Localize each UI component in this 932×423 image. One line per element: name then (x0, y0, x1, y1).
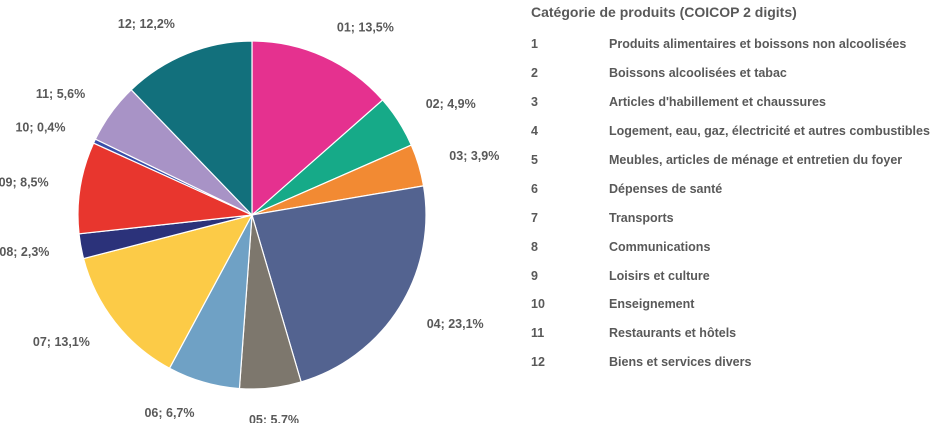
legend-rows: 1 Produits alimentaires et boissons non a… (531, 30, 930, 377)
legend-item-text: Restaurants et hôtels (609, 326, 737, 341)
legend-item: 4 Logement, eau, gaz, électricité et autr… (531, 117, 930, 146)
legend-item: 6 Dépenses de santé (531, 174, 926, 203)
legend-item-text: Logement, eau, gaz, électricité et autre… (609, 124, 930, 139)
legend-item-code: 5 (531, 153, 538, 167)
legend-item-code: 4 (531, 124, 538, 139)
legend-item-text: Boissons alcoolisées et tabac (609, 66, 787, 81)
legend: Catégorie de produits (COICOP 2 digits) … (531, 4, 930, 377)
legend-item-code: 6 (531, 181, 538, 196)
legend-item: 9 Loisirs et culture (531, 261, 926, 290)
slice-label-08: 08; 2,3% (0, 245, 49, 259)
legend-item-text: Articles d'habillement et chaussures (609, 95, 826, 110)
legend-item-text: Loisirs et culture (609, 268, 710, 283)
legend-item-code: 12 (531, 355, 545, 370)
slice-label-07: 07; 13,1% (33, 335, 90, 349)
pie-slice-09 (77, 142, 255, 235)
legend-item-code: 1 (531, 37, 538, 52)
legend-item-text: Enseignement (609, 297, 695, 312)
pie-slice-04 (251, 185, 427, 383)
slice-label-04: 04; 23,1% (427, 317, 484, 331)
legend-item-text: Dépenses de santé (609, 181, 723, 196)
legend-item-code: 8 (531, 239, 538, 254)
legend-item: 10 Enseignement (531, 290, 926, 319)
slice-label-03: 03; 3,9% (449, 149, 499, 163)
slice-label-11: 11; 5,6% (36, 87, 85, 101)
legend-item-text: Meubles, articles de ménage et entretien… (609, 153, 903, 167)
slice-label-12: 12; 12,2% (118, 17, 175, 31)
legend-item: 12 Biens et services divers (531, 348, 926, 377)
legend-item-code: 2 (531, 66, 538, 81)
legend-item-code: 11 (531, 326, 545, 341)
legend-item-text: Transports (609, 210, 674, 225)
pie-slice-01 (251, 40, 384, 217)
legend-item: 8 Communications (531, 232, 926, 261)
legend-item-code: 10 (531, 297, 545, 312)
pie-slices (77, 40, 427, 390)
slice-label-06: 06; 6,7% (144, 406, 194, 420)
legend-item: 1 Produits alimentaires et boissons non a… (531, 30, 926, 59)
legend-item-code: 9 (531, 268, 538, 283)
legend-item-text: Produits alimentaires et boissons non al… (609, 37, 907, 52)
legend-title: Catégorie de produits (COICOP 2 digits) (531, 4, 797, 20)
pie-slice-12 (130, 40, 253, 217)
legend-item-code: 3 (531, 95, 538, 110)
legend-item: 11 Restaurants et hôtels (531, 319, 926, 348)
slice-label-02: 02; 4,9% (426, 97, 476, 111)
legend-item: 3 Articles d'habillement et chaussures (531, 88, 926, 117)
slice-label-05: 05; 5,7% (249, 413, 299, 423)
legend-item: 2 Boissons alcoolisées et tabac (531, 59, 926, 88)
legend-item-text: Biens et services divers (609, 355, 752, 370)
pie-chart: 01; 13,5% 02; 4,9% 03; 3,9% 04; 23,1% 05; 5,… (0, 17, 499, 423)
legend-item-code: 7 (531, 210, 538, 225)
slice-labels: 01; 13,5% 02; 4,9% 03; 3,9% 04; 23,1% 05; 5,… (0, 17, 499, 423)
slice-label-10: 10; 0,4% (15, 121, 65, 135)
legend-item: 7 Transports (531, 203, 926, 232)
legend-item: 5 Meubles, articles de ménage et entretie… (531, 146, 926, 175)
slice-label-01: 01; 13,5% (337, 20, 394, 34)
slice-label-09: 09; 8,5% (0, 175, 49, 189)
legend-item-text: Communications (609, 239, 711, 254)
pie-slice-07 (82, 214, 254, 370)
